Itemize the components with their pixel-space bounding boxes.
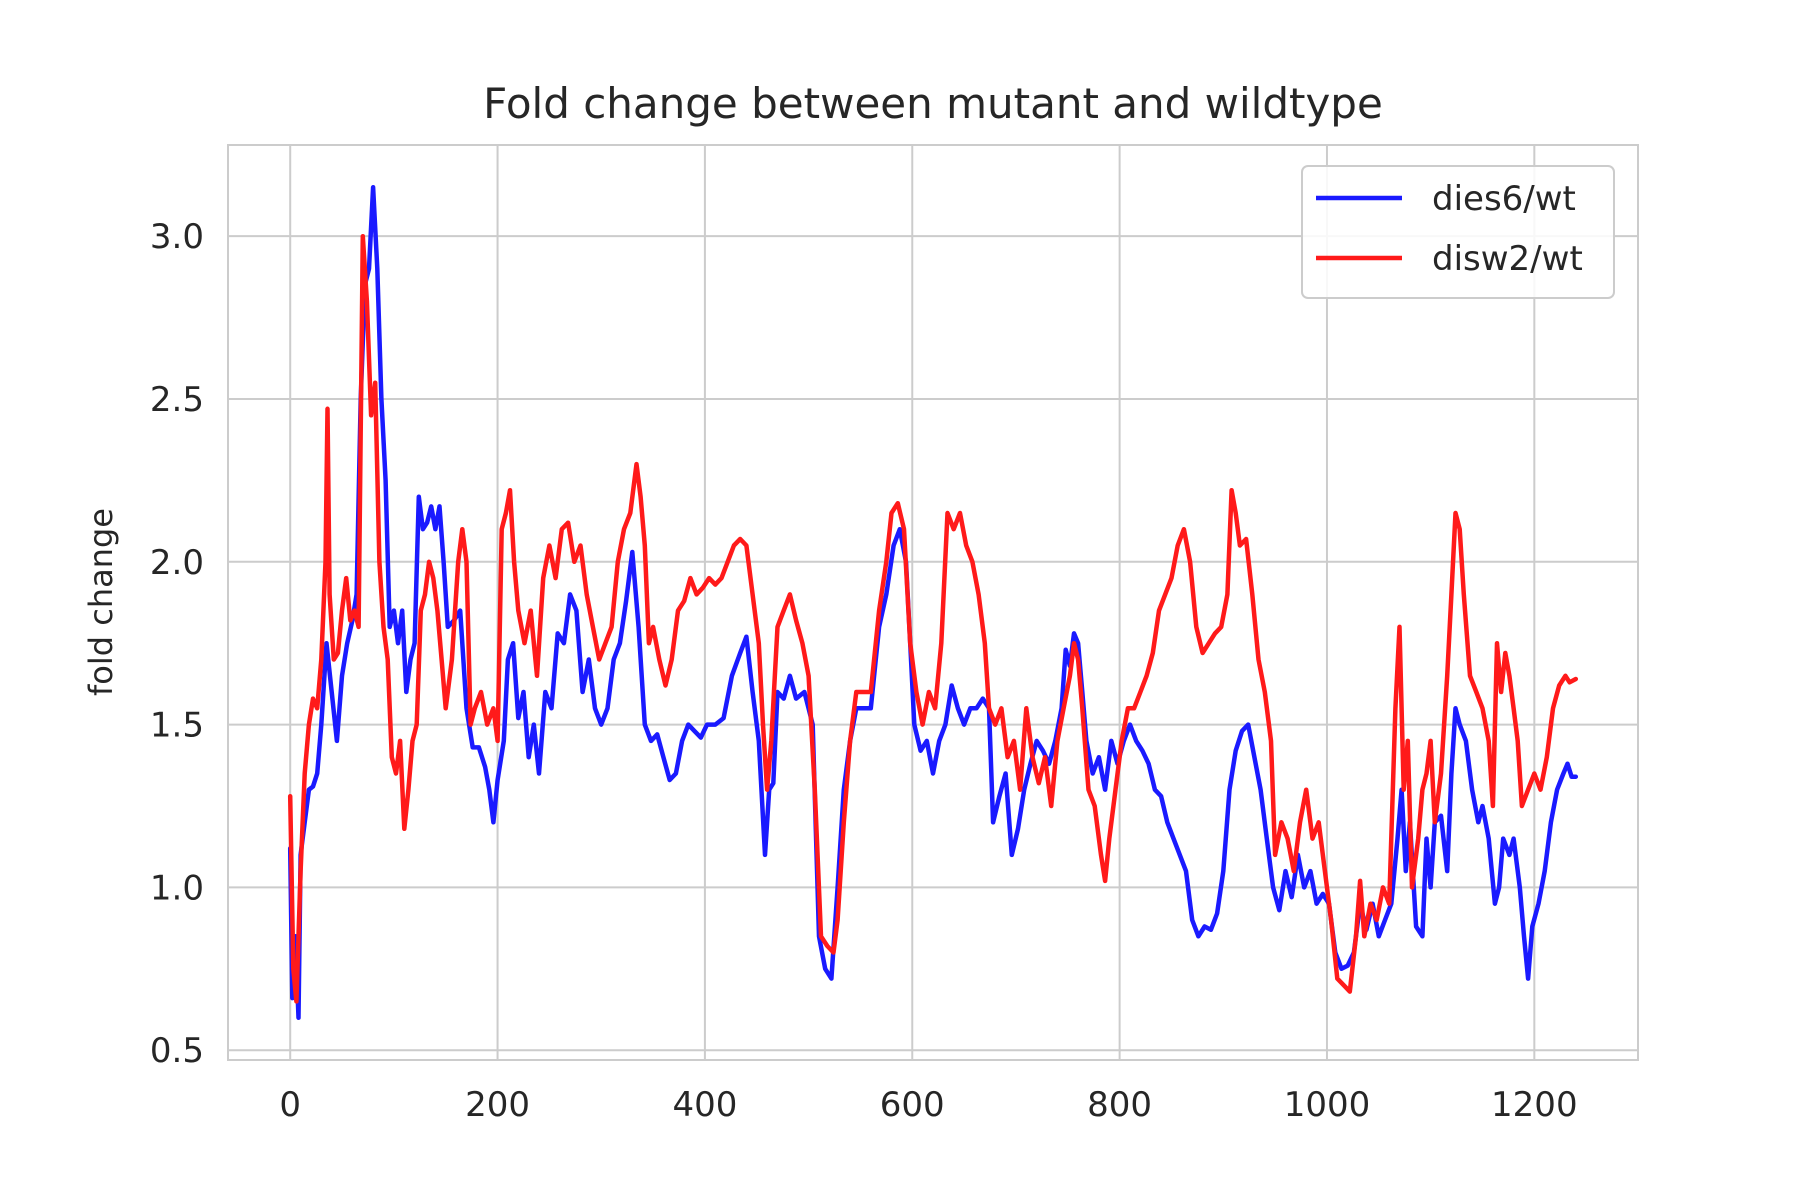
legend-label-1: dies6/wt — [1432, 179, 1576, 219]
x-axis-ticks: 0 200 400 600 800 1000 1200 — [279, 1085, 1577, 1125]
series-line-2 — [287, 233, 1579, 1004]
y-tick-label: 1.5 — [150, 706, 204, 746]
y-axis-label: fold change — [82, 508, 120, 696]
y-tick-label: 0.5 — [150, 1031, 204, 1071]
plot-frame — [227, 144, 1639, 1061]
x-tick-label: 0 — [279, 1085, 301, 1125]
y-tick-label: 3.0 — [150, 217, 204, 257]
y-tick-label: 1.0 — [150, 868, 204, 908]
x-tick-label: 600 — [880, 1085, 945, 1125]
x-tick-label: 1000 — [1284, 1085, 1371, 1125]
x-tick-label: 800 — [1087, 1085, 1152, 1125]
x-tick-label: 1200 — [1491, 1085, 1578, 1125]
x-tick-label: 400 — [672, 1085, 737, 1125]
y-tick-label: 2.0 — [150, 543, 204, 583]
y-tick-label: 2.5 — [150, 380, 204, 420]
y-axis-ticks: 0.5 1.0 1.5 2.0 2.5 3.0 — [150, 217, 204, 1071]
series-lines — [287, 185, 1579, 1020]
legend-label-2: disw2/wt — [1432, 239, 1583, 279]
chart-title: Fold change between mutant and wildtype — [483, 79, 1383, 128]
legend: dies6/wt disw2/wt — [1301, 165, 1615, 299]
x-tick-label: 200 — [465, 1085, 530, 1125]
series-line-1 — [287, 185, 1579, 1020]
